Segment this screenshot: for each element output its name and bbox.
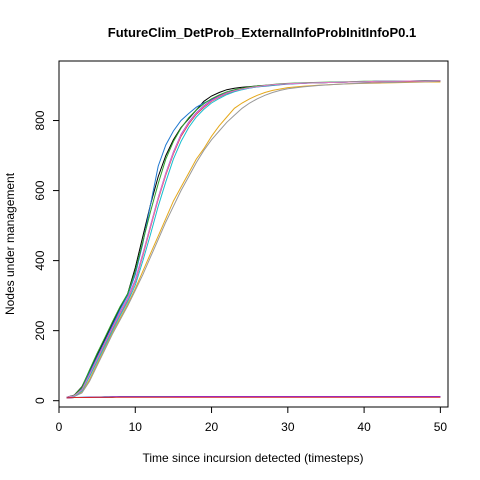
x-tick-label-3: 30 <box>281 420 295 434</box>
chart-title: FutureClim_DetProb_ExternalInfoProbInitI… <box>108 25 416 40</box>
series-line-1 <box>67 81 441 398</box>
series-line-8 <box>67 81 441 398</box>
y-tick-label-4: 800 <box>33 110 47 130</box>
series-line-4 <box>67 81 441 397</box>
series-layer <box>67 81 441 398</box>
series-line-6 <box>67 81 441 397</box>
y-tick-label-1: 200 <box>33 320 47 340</box>
y-tick-label-0: 0 <box>33 397 47 404</box>
plot-frame <box>59 61 448 407</box>
y-axis: 0 200 400 600 800 <box>33 110 59 404</box>
series-line-9 <box>67 81 441 398</box>
x-tick-label-0: 0 <box>56 420 63 434</box>
series-line-7 <box>67 81 441 398</box>
x-axis: 0 10 20 30 40 50 <box>56 407 448 434</box>
x-axis-label: Time since incursion detected (timesteps… <box>143 451 364 465</box>
series-line-2 <box>67 81 441 398</box>
y-tick-label-2: 400 <box>33 250 47 270</box>
series-line-3 <box>67 82 441 397</box>
y-axis-label: Nodes under management <box>3 172 17 315</box>
x-tick-label-5: 50 <box>434 420 448 434</box>
series-line-13 <box>67 397 441 398</box>
x-tick-label-1: 10 <box>129 420 143 434</box>
x-tick-label-2: 20 <box>205 420 219 434</box>
series-line-5 <box>67 81 441 398</box>
y-tick-label-3: 600 <box>33 180 47 200</box>
x-tick-label-4: 40 <box>357 420 371 434</box>
